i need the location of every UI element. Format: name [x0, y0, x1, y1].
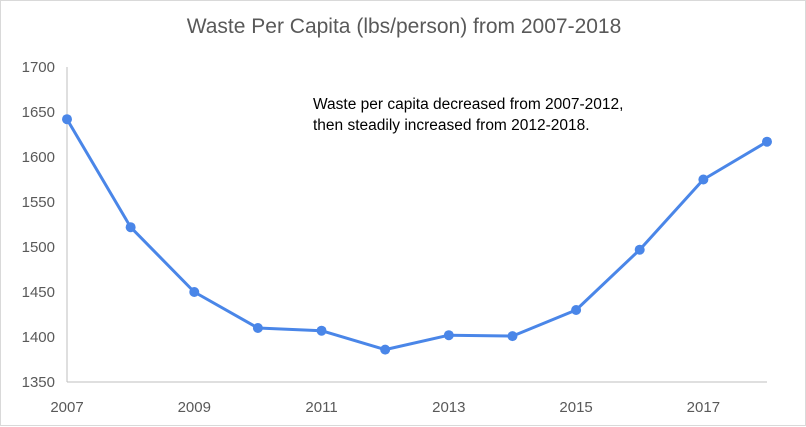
data-point: [443, 330, 454, 341]
series-group: [62, 114, 772, 355]
x-tick-label: 2011: [305, 399, 337, 416]
x-tick-label: 2013: [432, 399, 465, 416]
y-tick-label: 1550: [22, 194, 55, 211]
data-point: [125, 222, 136, 233]
y-tick-label: 1450: [22, 284, 55, 301]
data-point: [252, 323, 263, 333]
y-tick-label: 1400: [22, 329, 55, 346]
data-point: [634, 244, 645, 255]
data-point: [571, 305, 582, 315]
data-point: [507, 331, 518, 342]
chart-title: Waste Per Capita (lbs/person) from 2007-…: [186, 15, 622, 38]
y-tick-label: 1700: [22, 59, 55, 76]
y-tick-label: 1650: [22, 104, 55, 121]
y-tick-label: 1500: [22, 239, 55, 256]
y-tick-labels: 1350 1400 1450 1500 1550 1600 1650 1700: [22, 59, 55, 391]
y-tick-label: 1600: [22, 149, 55, 166]
data-point: [316, 325, 327, 336]
x-tick-label: 2017: [687, 399, 720, 416]
x-tick-label: 2009: [178, 399, 211, 416]
data-point: [189, 287, 200, 297]
series-line: [65, 118, 768, 352]
x-tick-label: 2015: [559, 399, 592, 416]
data-point: [62, 114, 72, 125]
y-tick-label: 1350: [22, 374, 55, 391]
data-point: [762, 136, 772, 147]
data-point: [380, 344, 391, 355]
x-tick-label: 2007: [50, 399, 83, 416]
data-point: [698, 174, 709, 185]
chart-annotation: Waste per capita decreased from 2007-201…: [313, 96, 624, 134]
x-tick-labels: 2007 2009 2011 2013 2015 2017: [50, 399, 720, 416]
